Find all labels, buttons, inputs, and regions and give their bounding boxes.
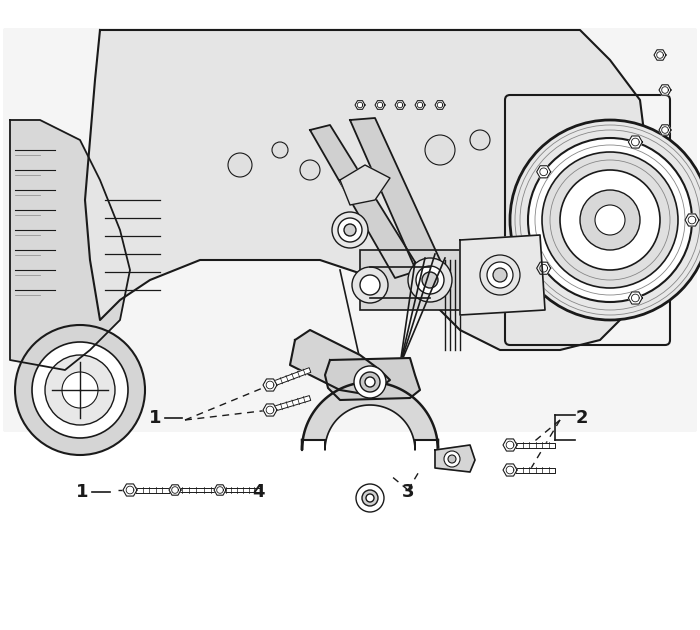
Circle shape bbox=[356, 484, 384, 512]
Polygon shape bbox=[629, 136, 643, 148]
Circle shape bbox=[493, 268, 507, 282]
Polygon shape bbox=[355, 101, 365, 110]
Polygon shape bbox=[340, 165, 390, 205]
Text: 4: 4 bbox=[252, 483, 265, 501]
Polygon shape bbox=[537, 262, 551, 274]
Polygon shape bbox=[659, 125, 671, 135]
FancyBboxPatch shape bbox=[3, 28, 697, 432]
Polygon shape bbox=[503, 439, 517, 451]
Polygon shape bbox=[302, 382, 438, 450]
Polygon shape bbox=[435, 101, 445, 110]
Circle shape bbox=[365, 377, 375, 387]
Polygon shape bbox=[263, 404, 277, 416]
Circle shape bbox=[352, 267, 388, 303]
Circle shape bbox=[416, 266, 444, 294]
Polygon shape bbox=[130, 488, 175, 493]
Circle shape bbox=[228, 153, 252, 177]
Polygon shape bbox=[85, 30, 650, 350]
Polygon shape bbox=[510, 467, 555, 472]
Text: 1: 1 bbox=[148, 409, 161, 427]
Text: 1: 1 bbox=[76, 483, 88, 501]
Polygon shape bbox=[175, 488, 225, 492]
Circle shape bbox=[32, 342, 128, 438]
Polygon shape bbox=[310, 125, 420, 278]
Polygon shape bbox=[220, 488, 260, 492]
Circle shape bbox=[354, 366, 386, 398]
Circle shape bbox=[338, 218, 362, 242]
Circle shape bbox=[444, 451, 460, 467]
Polygon shape bbox=[537, 166, 551, 178]
Circle shape bbox=[595, 205, 625, 235]
Polygon shape bbox=[10, 120, 130, 370]
Polygon shape bbox=[685, 214, 699, 226]
Polygon shape bbox=[269, 368, 311, 387]
Polygon shape bbox=[123, 484, 137, 496]
Circle shape bbox=[487, 262, 513, 288]
Circle shape bbox=[362, 490, 378, 506]
Text: 3: 3 bbox=[402, 483, 414, 501]
Circle shape bbox=[300, 160, 320, 180]
Circle shape bbox=[425, 135, 455, 165]
Circle shape bbox=[422, 272, 438, 288]
Polygon shape bbox=[270, 396, 311, 413]
Polygon shape bbox=[214, 485, 226, 495]
Circle shape bbox=[408, 258, 452, 302]
Circle shape bbox=[360, 275, 380, 295]
Circle shape bbox=[15, 325, 145, 455]
Circle shape bbox=[580, 190, 640, 250]
Circle shape bbox=[510, 120, 700, 320]
Circle shape bbox=[448, 455, 456, 463]
Polygon shape bbox=[395, 101, 405, 110]
Bar bbox=[360, 250, 500, 310]
Polygon shape bbox=[415, 101, 425, 110]
Polygon shape bbox=[654, 50, 666, 60]
Circle shape bbox=[560, 170, 660, 270]
Polygon shape bbox=[659, 85, 671, 95]
Polygon shape bbox=[290, 330, 390, 395]
Polygon shape bbox=[460, 235, 545, 315]
Polygon shape bbox=[503, 464, 517, 476]
Circle shape bbox=[470, 130, 490, 150]
Circle shape bbox=[344, 224, 356, 236]
Polygon shape bbox=[375, 101, 385, 110]
Polygon shape bbox=[325, 358, 420, 400]
Text: 2: 2 bbox=[575, 409, 588, 427]
Polygon shape bbox=[263, 379, 277, 391]
Polygon shape bbox=[510, 442, 555, 447]
Circle shape bbox=[360, 372, 380, 392]
Circle shape bbox=[528, 138, 692, 302]
Circle shape bbox=[272, 142, 288, 158]
Polygon shape bbox=[169, 485, 181, 495]
Circle shape bbox=[542, 152, 678, 288]
Polygon shape bbox=[350, 118, 440, 268]
Polygon shape bbox=[435, 445, 475, 472]
Circle shape bbox=[366, 494, 374, 502]
Circle shape bbox=[45, 355, 115, 425]
Polygon shape bbox=[629, 292, 643, 304]
Circle shape bbox=[62, 372, 98, 408]
Circle shape bbox=[480, 255, 520, 295]
Circle shape bbox=[332, 212, 368, 248]
